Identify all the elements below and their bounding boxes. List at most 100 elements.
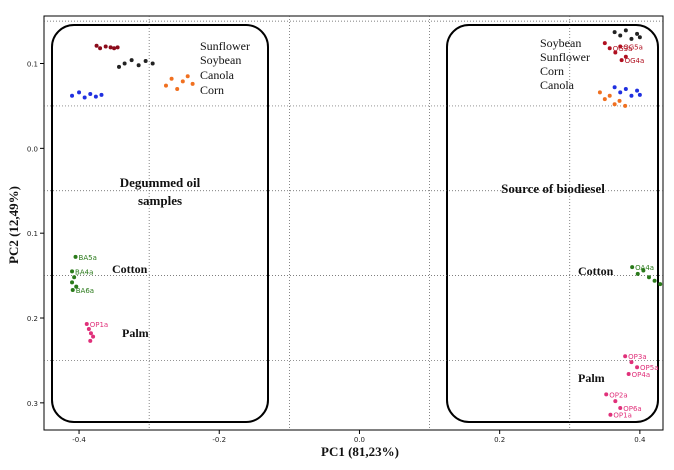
point [613,50,618,55]
y-tick-label: 0.2 [27,315,38,323]
point [112,46,117,51]
point [626,372,631,377]
point [637,92,642,97]
x-axis-label: PC1 (81,23%) [321,444,399,459]
point [641,268,646,273]
point [617,98,622,103]
point [150,61,155,66]
x-tick-label: -0.2 [212,436,226,444]
point [602,41,607,46]
point [70,280,75,285]
point [608,412,613,417]
point-label: OP1a [613,412,631,420]
point [88,338,93,343]
point [646,275,651,280]
point [70,288,75,293]
annotation: Cotton [112,262,148,276]
point [623,86,628,91]
point [612,30,617,35]
point [618,90,623,95]
annotation: Degummed oil [120,175,201,190]
point-label: BA6a [76,287,94,295]
point [597,90,602,95]
point [618,405,623,410]
annotation: Palm [122,326,149,340]
point [635,31,640,36]
point [70,269,75,274]
point [629,93,634,98]
annotation: Soybean [200,53,241,67]
y-axis-label: PC2 (12,49%) [6,186,21,264]
annotation: Canola [540,78,575,92]
point [70,93,75,98]
y-tick-label: 0.3 [27,400,38,408]
point [607,46,612,51]
point [613,399,618,404]
point-label: OP6a [623,405,641,413]
point [623,103,628,108]
annotation: Source of biodiesel [501,181,605,196]
point [115,45,120,50]
point [619,58,624,63]
point [612,85,617,90]
point [629,36,634,41]
x-tick-label: 0.2 [494,436,505,444]
group-box [446,24,659,423]
annotation: Palm [578,371,605,385]
point-label: OP4a [632,371,650,379]
annotation: Corn [540,64,564,78]
point [635,365,640,370]
plot-frame [43,15,664,431]
point [652,278,657,283]
point-label: OP5a [640,364,658,372]
annotation: Soybean [540,36,581,50]
annotation: Cotton [578,264,614,278]
annotation: Corn [200,83,224,97]
point [169,76,174,81]
point [122,61,127,66]
annotation: Sunflower [540,50,590,64]
point [629,360,634,365]
point [86,327,91,332]
annotation: Canola [200,68,235,82]
point [117,64,122,69]
point [108,45,113,50]
y-tick-label: 0.0 [27,145,38,153]
point [136,63,141,68]
point [72,275,77,280]
point [77,90,82,95]
annotation: samples [138,193,182,208]
point [143,58,148,63]
point [129,58,134,63]
point [91,334,96,339]
point [618,44,623,49]
point [88,92,93,97]
y-tick-label: 0.1 [27,230,38,238]
x-tick-label: 0.0 [354,436,365,444]
group-box [51,24,269,423]
point [93,94,98,99]
point [637,35,642,40]
point [623,28,628,33]
point-label: BA4a [75,268,93,276]
point-label: OP3a [628,353,646,361]
point [163,83,168,88]
point [185,74,190,79]
point [103,44,108,49]
point-label: OG4a [625,57,645,65]
point [180,79,185,84]
point-label: OP1a [90,321,108,329]
point [73,254,78,259]
point [635,271,640,276]
x-tick-label: 0.4 [634,436,646,444]
point-label: OG3a [613,45,633,53]
point [618,33,623,38]
point [630,265,635,270]
point [190,81,195,86]
point [623,54,628,59]
point [82,95,87,100]
point [88,331,93,336]
point-label: OP2a [609,391,627,399]
x-tick-label: -0.4 [72,436,86,444]
